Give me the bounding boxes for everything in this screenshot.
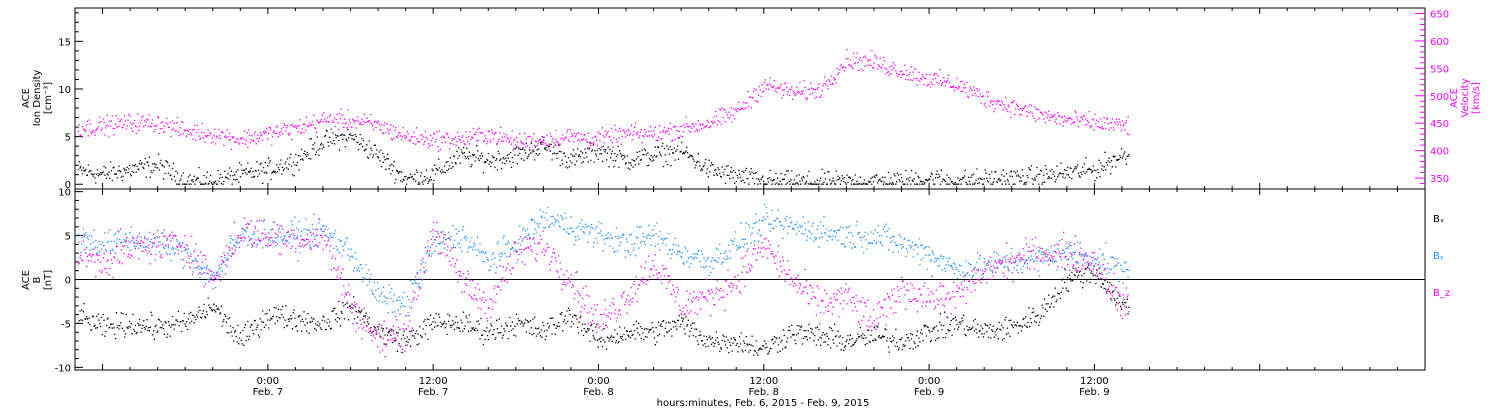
x-tick-date-label: Feb. 7 <box>418 387 448 398</box>
x-tick-time-label: 0:00 <box>587 376 609 387</box>
x-tick-date-label: Feb. 8 <box>583 387 613 398</box>
bx-points <box>77 264 1130 356</box>
x-tick-time-label: 0:00 <box>257 376 279 387</box>
velocity-axis-label-line: Velocity <box>1460 78 1471 117</box>
x-tick-date-label: Feb. 9 <box>1079 387 1109 398</box>
density-tick-label: 10 <box>58 85 71 96</box>
b-tick-label: 10 <box>58 188 71 199</box>
density-tick-label: 0 <box>65 180 71 191</box>
b-axis-label-line: B <box>32 276 43 283</box>
velocity-tick-label: 650 <box>1430 9 1449 20</box>
x-tick-date-label: Feb. 8 <box>749 387 779 398</box>
b-tick-label: -10 <box>55 363 71 374</box>
legend-entry: Bₓ <box>1433 214 1444 225</box>
velocity-tick-label: 400 <box>1430 147 1449 158</box>
x-tick-date-label: Feb. 9 <box>914 387 944 398</box>
by-points <box>77 203 1130 318</box>
b-tick-label: -5 <box>61 319 71 330</box>
velocity-points <box>77 48 1130 152</box>
density-axis-label: ACE Ion Density [cm⁻³] <box>21 70 54 127</box>
legend-entry: Bᵧ <box>1433 251 1444 262</box>
velocity-axis-label-line: ACE <box>1449 88 1460 108</box>
ion-density-points <box>77 128 1130 185</box>
x-axis-title: hours:minutes, Feb. 6, 2015 - Feb. 9, 20… <box>657 398 870 409</box>
density-tick-label: 15 <box>58 37 71 48</box>
top-panel-border <box>74 7 1426 190</box>
b-axis-label-line: ACE <box>21 270 32 290</box>
top-panel-frame <box>74 7 1426 190</box>
bz-points <box>77 217 1130 358</box>
velocity-tick-label: 600 <box>1430 37 1449 48</box>
b-tick-label: 5 <box>65 232 71 243</box>
density-axis-label-line: Ion Density <box>32 70 43 127</box>
velocity-tick-label: 550 <box>1430 64 1449 75</box>
x-tick-time-label: 12:00 <box>749 376 778 387</box>
density-tick-label: 5 <box>65 133 71 144</box>
b-tick-label: 0 <box>65 276 71 287</box>
legend-entry: B_z <box>1433 288 1450 299</box>
velocity-tick-label: 500 <box>1430 92 1449 103</box>
x-tick-date-label: Feb. 7 <box>253 387 283 398</box>
velocity-axis-label-line: [km/s] <box>1471 82 1482 114</box>
density-axis-label-line: ACE <box>21 88 32 108</box>
b-axis-label-line: [nT] <box>43 270 54 290</box>
velocity-tick-label: 350 <box>1430 174 1449 185</box>
density-axis-label-line: [cm⁻³] <box>43 82 54 114</box>
x-tick-time-label: 12:00 <box>1080 376 1109 387</box>
x-tick-time-label: 12:00 <box>419 376 448 387</box>
b-axis-label: ACE B [nT] <box>21 270 54 290</box>
data-marks <box>74 8 1426 370</box>
velocity-tick-label: 450 <box>1430 119 1449 130</box>
x-tick-time-label: 0:00 <box>918 376 940 387</box>
velocity-axis-label: ACE Velocity [km/s] <box>1449 78 1482 117</box>
